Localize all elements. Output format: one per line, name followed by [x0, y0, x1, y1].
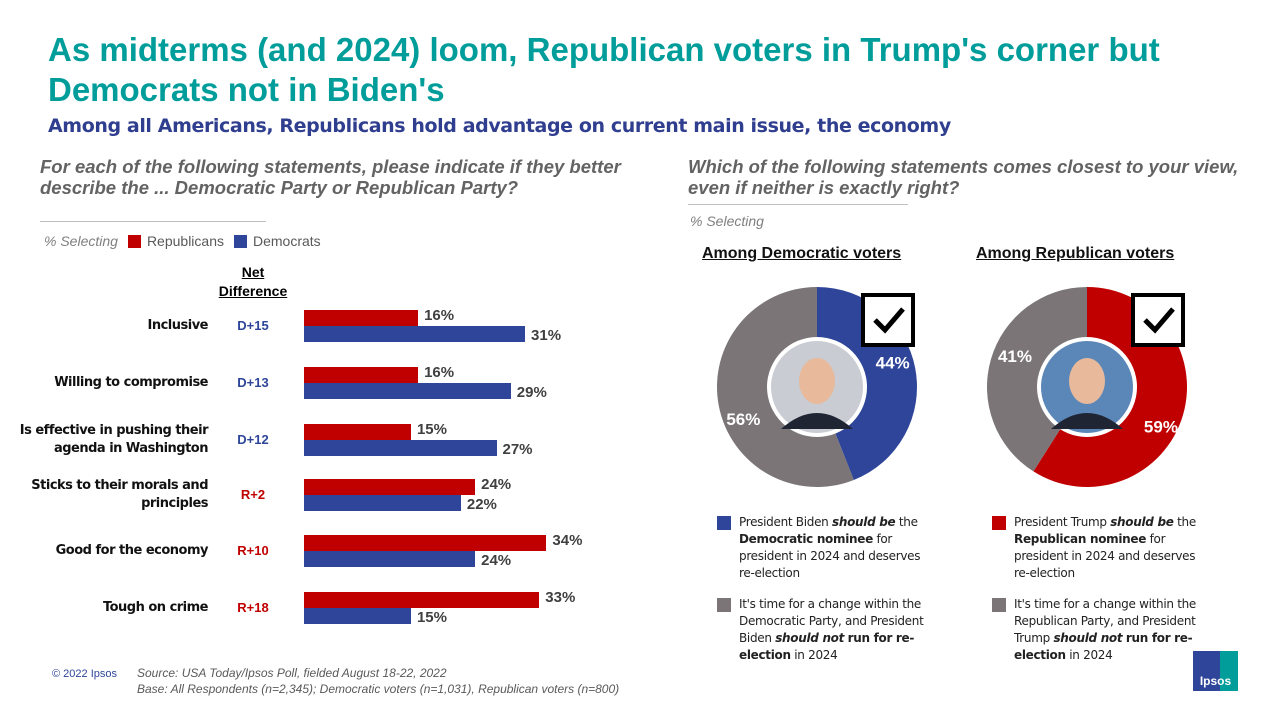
data-label: 15%	[416, 421, 447, 438]
legend-label-republicans: Republicans	[146, 233, 224, 249]
right-question: Which of the following statements comes …	[688, 156, 1239, 198]
checkbox-icon	[1131, 293, 1185, 347]
net-difference: R+2	[240, 487, 266, 502]
copyright: © 2022 Ipsos	[52, 668, 117, 680]
donut-value-label: 59%	[1144, 417, 1178, 436]
trump-face	[1069, 358, 1105, 404]
data-label: 29%	[516, 384, 547, 401]
selecting-label: % Selecting	[44, 233, 118, 249]
category-label: Tough on crime	[102, 600, 209, 615]
checkmark-icon	[1143, 307, 1175, 334]
democrats-bar	[304, 608, 411, 624]
legend-text-part: the	[1173, 515, 1196, 529]
legend-text-part: It's time for a change within the Democr…	[739, 597, 924, 645]
legend-bold: run for re-election	[1014, 631, 1193, 662]
selecting-label-right: % Selecting	[690, 213, 764, 229]
net-difference: D+15	[237, 318, 269, 333]
legend-emphasis: should not	[1053, 631, 1123, 645]
legend-swatch	[992, 516, 1006, 530]
democrats-bar	[304, 383, 511, 399]
data-label: 16%	[424, 307, 455, 324]
legend-text-part: the	[895, 515, 918, 529]
base-text: Base: All Respondents (n=2,345); Democra…	[137, 682, 620, 696]
page-title: As midterms (and 2024) loom, Republican …	[48, 31, 1160, 108]
legend-text-part: for president in 2024 and deserves re-el…	[1014, 532, 1196, 580]
dem-donut-title: Among Democratic voters	[702, 245, 902, 262]
net-difference-header: Net Difference	[218, 264, 288, 299]
legend-swatch	[717, 598, 731, 612]
legend-text: President Trump should be the Republican…	[1014, 514, 1204, 582]
checkbox-icon	[861, 293, 915, 347]
divider	[688, 204, 908, 205]
data-label: 16%	[424, 364, 455, 381]
biden-face	[799, 358, 835, 404]
legend-text: President Biden should be the Democratic…	[739, 514, 929, 582]
rep-donut-title: Among Republican voters	[976, 245, 1175, 262]
category-label: Willing to compromise	[54, 375, 208, 390]
data-label: 31%	[531, 327, 562, 344]
legend-swatch	[717, 516, 731, 530]
bar-legend: % Selecting Republicans Democrats	[44, 233, 321, 249]
page-subtitle: Among all Americans, Republicans hold ad…	[48, 115, 951, 137]
category-label: Inclusive	[147, 318, 209, 333]
donut-value-label: 41%	[998, 347, 1032, 366]
legend-text: It's time for a change within the Republ…	[1014, 596, 1204, 664]
legend-bold: Republican nominee	[1014, 532, 1147, 546]
legend-emphasis: should be	[1110, 515, 1174, 529]
republicans-bar	[304, 479, 476, 495]
legend-swatch-democrats	[234, 234, 247, 248]
source-text: Source: USA Today/Ipsos Poll, fielded Au…	[137, 666, 447, 680]
legend-emphasis: should not	[775, 631, 845, 645]
democrats-bar	[304, 326, 526, 342]
left-question: For each of the following statements, pl…	[40, 156, 621, 198]
republicans-bar	[304, 310, 419, 326]
net-difference: D+12	[237, 432, 269, 447]
net-difference: D+13	[237, 375, 269, 390]
democrats-bar	[304, 495, 461, 511]
donut-slice-change	[716, 287, 854, 487]
republicans-bar	[304, 592, 540, 608]
donut-slice-change	[987, 287, 1087, 472]
data-label: 24%	[481, 476, 512, 493]
legend-text-part: President Biden	[739, 515, 832, 529]
legend-bold: run for re-election	[739, 631, 915, 662]
trump-suit	[1051, 413, 1123, 429]
republicans-bar	[304, 535, 547, 551]
data-label: 27%	[502, 441, 533, 458]
legend-text: It's time for a change within the Democr…	[739, 596, 929, 664]
data-label: 15%	[416, 609, 447, 626]
data-label: 22%	[466, 496, 497, 513]
divider	[40, 221, 266, 222]
donut-value-label: 56%	[726, 410, 760, 429]
source-note: Source: USA Today/Ipsos Poll, fielded Au…	[137, 665, 619, 697]
checkmark-icon	[873, 307, 905, 334]
data-label: 34%	[552, 532, 583, 549]
legend-swatch-republicans	[127, 234, 141, 248]
legend-bold: Democratic nominee	[739, 532, 873, 546]
legend-text-part: in 2024	[790, 648, 838, 662]
legend-text-part: President Trump	[1014, 515, 1111, 529]
data-label: 33%	[545, 589, 576, 606]
legend-text-part: in 2024	[1065, 648, 1113, 662]
republicans-bar	[304, 424, 411, 440]
ipsos-logo: Ipsos	[1193, 651, 1238, 691]
legend-text-part: It's time for a change within the Republ…	[1014, 597, 1197, 645]
republicans-bar	[304, 367, 419, 383]
democrats-bar	[304, 440, 497, 456]
legend-emphasis: should be	[831, 515, 896, 529]
data-label: 24%	[481, 552, 512, 569]
donut-value-label: 44%	[876, 354, 910, 373]
category-label: Good for the economy	[55, 543, 209, 558]
legend-label-democrats: Democrats	[253, 233, 321, 249]
net-difference: R+18	[237, 600, 269, 615]
category-label: Is effective in pushing their agenda in …	[19, 423, 209, 456]
legend-text-part: for president in 2024 and deserves re-el…	[739, 532, 921, 580]
democrats-bar	[304, 551, 476, 567]
legend-swatch	[992, 598, 1006, 612]
category-label: Sticks to their morals and principles	[31, 478, 208, 511]
biden-suit	[781, 413, 853, 429]
net-difference: R+10	[237, 543, 269, 558]
